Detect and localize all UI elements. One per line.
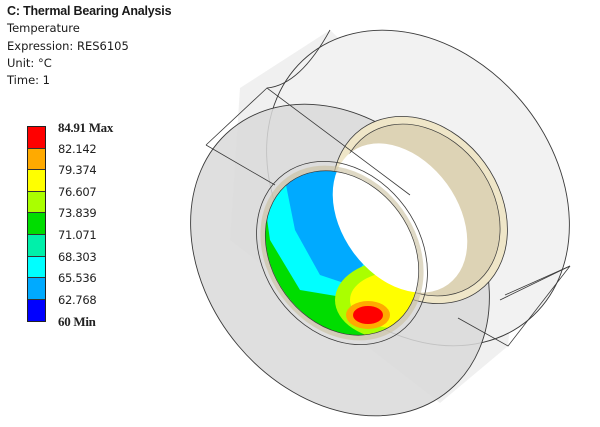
legend-label: 71.071	[58, 227, 97, 242]
unit-label: Unit: °C	[7, 55, 52, 70]
legend-swatch-8	[28, 278, 45, 300]
legend-swatch-1	[28, 127, 45, 149]
analysis-title: C: Thermal Bearing Analysis	[7, 4, 172, 18]
time-label: Time: 1	[7, 73, 50, 88]
legend-label: 79.374	[58, 163, 97, 178]
legend-label: 62.768	[58, 292, 97, 307]
legend-swatch-4	[28, 191, 45, 214]
legend-swatch-5	[28, 213, 45, 235]
legend-max-label: 84.91 Max	[58, 120, 114, 135]
housing-edges	[205, 29, 571, 347]
legend-labels: 84.91 Max 82.142 79.374 76.607 73.839 71…	[58, 117, 113, 333]
legend-label: 82.142	[58, 141, 97, 156]
legend-min-label: 60 Min	[58, 314, 96, 330]
bearing-model	[190, 29, 571, 417]
result-type: Temperature	[7, 21, 80, 36]
legend-swatch-3	[28, 170, 45, 192]
color-legend-bar[interactable]	[27, 126, 46, 323]
legend-label: 68.303	[58, 249, 97, 264]
legend-label: 73.839	[58, 206, 97, 221]
legend-swatch-2	[28, 148, 45, 171]
legend-swatch-7	[28, 256, 45, 279]
result-info: C: Thermal Bearing Analysis Temperature …	[7, 3, 172, 89]
legend-swatch-6	[28, 234, 45, 257]
legend-swatch-9	[28, 299, 45, 322]
legend-label: 65.536	[58, 271, 97, 286]
legend-label: 76.607	[58, 184, 97, 199]
expression-label: Expression: RES6105	[7, 38, 129, 53]
bushing-front-ring	[256, 161, 428, 345]
